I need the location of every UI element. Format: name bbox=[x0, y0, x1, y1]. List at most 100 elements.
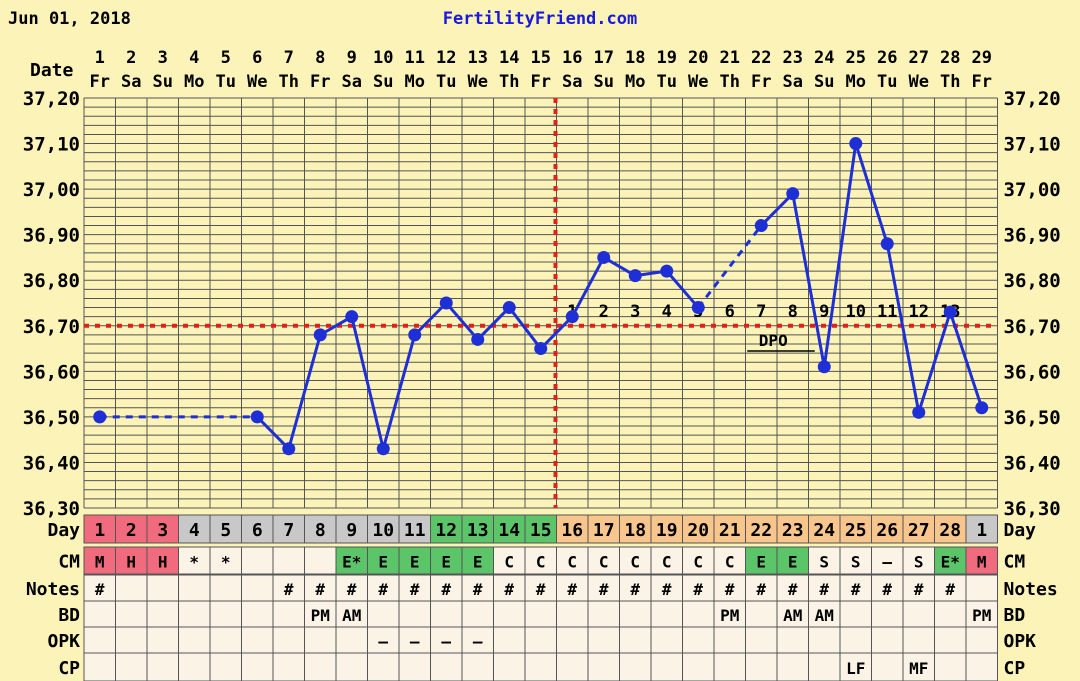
y-tick-label-right: 36,50 bbox=[1004, 407, 1061, 429]
cell-bd bbox=[776, 600, 809, 628]
cell-day bbox=[934, 514, 967, 544]
x-date-label: 19 bbox=[657, 48, 677, 68]
x-date-label: 3 bbox=[158, 48, 168, 68]
temperature-series bbox=[93, 137, 989, 456]
cell-cm-value: M bbox=[977, 553, 987, 572]
cell-cm bbox=[178, 546, 211, 575]
cell-cm-value: C bbox=[630, 553, 640, 572]
cell-opk bbox=[619, 626, 652, 654]
row-label-day-left: Day bbox=[47, 520, 80, 541]
cell-day-value: 5 bbox=[220, 520, 231, 541]
x-weekday-label: Fr bbox=[310, 72, 330, 92]
cell-cm bbox=[461, 546, 494, 575]
cell-notes bbox=[650, 574, 683, 602]
cell-day-value: 10 bbox=[372, 520, 394, 541]
cell-day-value: 4 bbox=[189, 520, 200, 541]
cell-opk bbox=[776, 626, 809, 654]
x-weekday-label: Sa bbox=[121, 72, 141, 92]
x-date-label: 26 bbox=[877, 48, 897, 68]
x-date-label: 28 bbox=[940, 48, 960, 68]
cell-bd bbox=[965, 600, 998, 628]
x-weekday-label: Tu bbox=[877, 72, 897, 92]
row-label-bd-left: BD bbox=[58, 605, 80, 626]
dpo-number: 7 bbox=[756, 302, 766, 322]
cell-bd-value: PM bbox=[311, 606, 330, 625]
cell-cp bbox=[902, 652, 935, 681]
x-weekday-label: Fr bbox=[972, 72, 992, 92]
cell-cm-value: C bbox=[725, 553, 735, 572]
cell-cp bbox=[304, 652, 337, 681]
cell-bd-value: AM bbox=[815, 606, 834, 625]
x-weekday-label: Tu bbox=[436, 72, 456, 92]
x-weekday-label: Fr bbox=[90, 72, 110, 92]
y-tick-label-left: 37,00 bbox=[23, 179, 80, 201]
cell-cm-value: H bbox=[126, 553, 136, 572]
cell-bd bbox=[871, 600, 904, 628]
cell-cm bbox=[83, 546, 116, 575]
cell-cm bbox=[839, 546, 872, 575]
y-tick-label-left: 36,30 bbox=[23, 498, 80, 520]
x-weekday-label: Tu bbox=[216, 72, 236, 92]
cell-cm-value: C bbox=[567, 553, 577, 572]
cell-cp bbox=[871, 652, 904, 681]
cell-day-value: 16 bbox=[561, 520, 583, 541]
cell-notes bbox=[745, 574, 778, 602]
temperature-segment bbox=[256, 415, 290, 450]
cell-cp bbox=[209, 652, 242, 681]
cell-notes bbox=[115, 574, 148, 602]
cell-cm bbox=[115, 546, 148, 575]
row-label-opk-left: OPK bbox=[47, 631, 80, 652]
date-row-label: Date bbox=[30, 60, 74, 81]
cell-bd bbox=[745, 600, 778, 628]
cell-day bbox=[965, 514, 998, 544]
cell-day-value: 21 bbox=[719, 520, 741, 541]
temperature-point bbox=[250, 410, 264, 424]
cell-day-value: 12 bbox=[435, 520, 457, 541]
cell-day-value: 3 bbox=[157, 520, 168, 541]
site-name[interactable]: FertilityFriend.com bbox=[443, 9, 637, 29]
row-label-cm-right: CM bbox=[1004, 552, 1026, 573]
x-date-label: 18 bbox=[625, 48, 645, 68]
cell-opk bbox=[178, 626, 211, 654]
temperature-point bbox=[471, 332, 485, 346]
cell-opk bbox=[902, 626, 935, 654]
cell-bd bbox=[524, 600, 557, 628]
cell-cp bbox=[146, 652, 179, 681]
cell-notes-value: # bbox=[914, 580, 924, 599]
cell-cp bbox=[272, 652, 305, 681]
y-tick-label-right: 36,90 bbox=[1004, 225, 1061, 247]
cell-day bbox=[776, 514, 809, 544]
cell-opk-value: – bbox=[441, 632, 451, 651]
cell-day-value: 20 bbox=[687, 520, 709, 541]
cell-opk bbox=[713, 626, 746, 654]
cell-notes bbox=[83, 574, 116, 602]
cell-cp bbox=[619, 652, 652, 681]
temperature-point bbox=[313, 328, 327, 342]
row-label-cp-right: CP bbox=[1004, 658, 1026, 679]
temperature-point bbox=[376, 442, 390, 456]
cell-cm-value: E bbox=[410, 553, 420, 572]
cell-bd bbox=[335, 600, 368, 628]
cell-notes bbox=[398, 574, 431, 602]
cell-notes-value: # bbox=[819, 580, 829, 599]
temperature-point bbox=[912, 405, 926, 419]
cell-day bbox=[713, 514, 746, 544]
cell-opk bbox=[493, 626, 526, 654]
cell-day bbox=[839, 514, 872, 544]
cell-bd bbox=[430, 600, 463, 628]
cell-cp bbox=[682, 652, 715, 681]
cell-cm bbox=[367, 546, 400, 575]
cell-day bbox=[619, 514, 652, 544]
cell-cm-value: H bbox=[158, 553, 168, 572]
cell-opk bbox=[808, 626, 841, 654]
cell-notes bbox=[776, 574, 809, 602]
cell-bd bbox=[115, 600, 148, 628]
y-tick-label-right: 36,40 bbox=[1004, 452, 1061, 474]
y-tick-label-left: 37,10 bbox=[23, 134, 80, 156]
cell-cm-value: C bbox=[693, 553, 703, 572]
temperature-segment bbox=[476, 306, 511, 341]
cell-day bbox=[241, 514, 274, 544]
cell-cp bbox=[650, 652, 683, 681]
cell-notes bbox=[965, 574, 998, 602]
x-weekday-label: Th bbox=[940, 72, 960, 92]
